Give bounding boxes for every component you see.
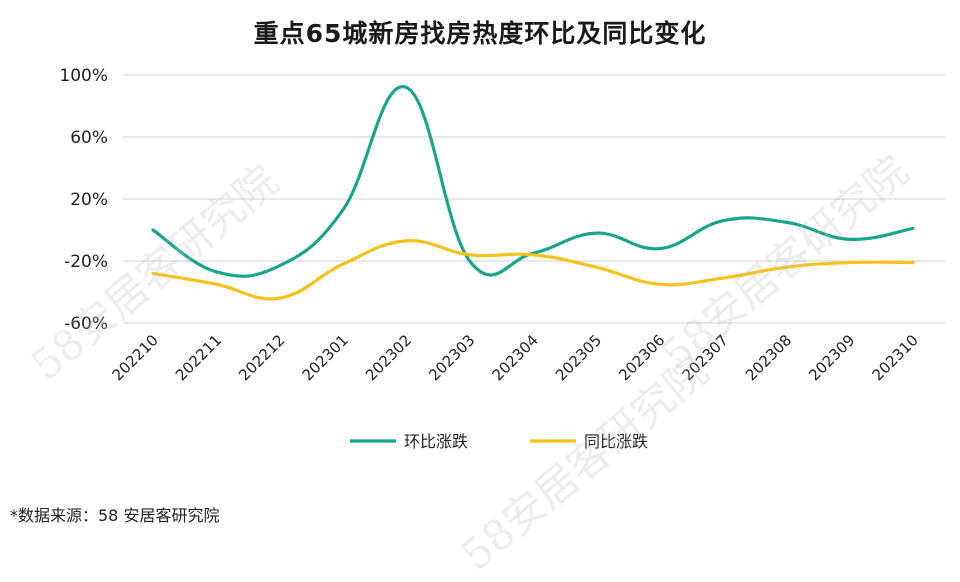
legend-label: 同比涨跌	[584, 432, 648, 451]
series-line-2	[151, 239, 915, 301]
series-lines	[151, 85, 915, 301]
legend-label: 环比涨跌	[404, 432, 468, 451]
x-axis-ticks: 202210 202211 202212 202301 202302 202303 2023…	[109, 331, 922, 384]
x-tick-label: 202212	[235, 331, 288, 384]
y-tick-label: -20%	[64, 252, 108, 272]
x-tick-label: 202302	[362, 331, 415, 384]
y-axis-ticks: 100% 60% 20% -20% -60%	[59, 66, 108, 334]
x-tick-label: 202303	[425, 331, 478, 384]
x-tick-label: 202301	[299, 331, 352, 384]
x-tick-label: 202309	[805, 331, 858, 384]
x-tick-label: 202310	[869, 331, 922, 384]
x-tick-label: 202308	[742, 331, 795, 384]
x-tick-label: 202304	[489, 331, 542, 384]
x-tick-label: 202307	[679, 331, 732, 384]
legend: 环比涨跌 同比涨跌	[350, 432, 648, 451]
chart-title: 重点65城新房找房热度环比及同比变化	[253, 19, 707, 48]
y-tick-label: 60%	[70, 128, 108, 148]
x-tick-label: 202210	[109, 331, 162, 384]
x-tick-label: 202306	[615, 331, 668, 384]
line-chart: 100%60%20%-20%-60% 202210 202211 202212 202…	[59, 66, 945, 451]
x-tick-label: 202211	[172, 331, 225, 384]
series-line-1	[151, 85, 915, 278]
y-tick-label: 20%	[70, 190, 108, 210]
x-tick-label: 202305	[552, 331, 605, 384]
y-tick-label: -60%	[64, 314, 108, 334]
y-tick-label: 100%	[59, 66, 108, 86]
grid-lines	[123, 74, 945, 324]
data-source-note: *数据来源：58 安居客研究院	[10, 506, 220, 525]
